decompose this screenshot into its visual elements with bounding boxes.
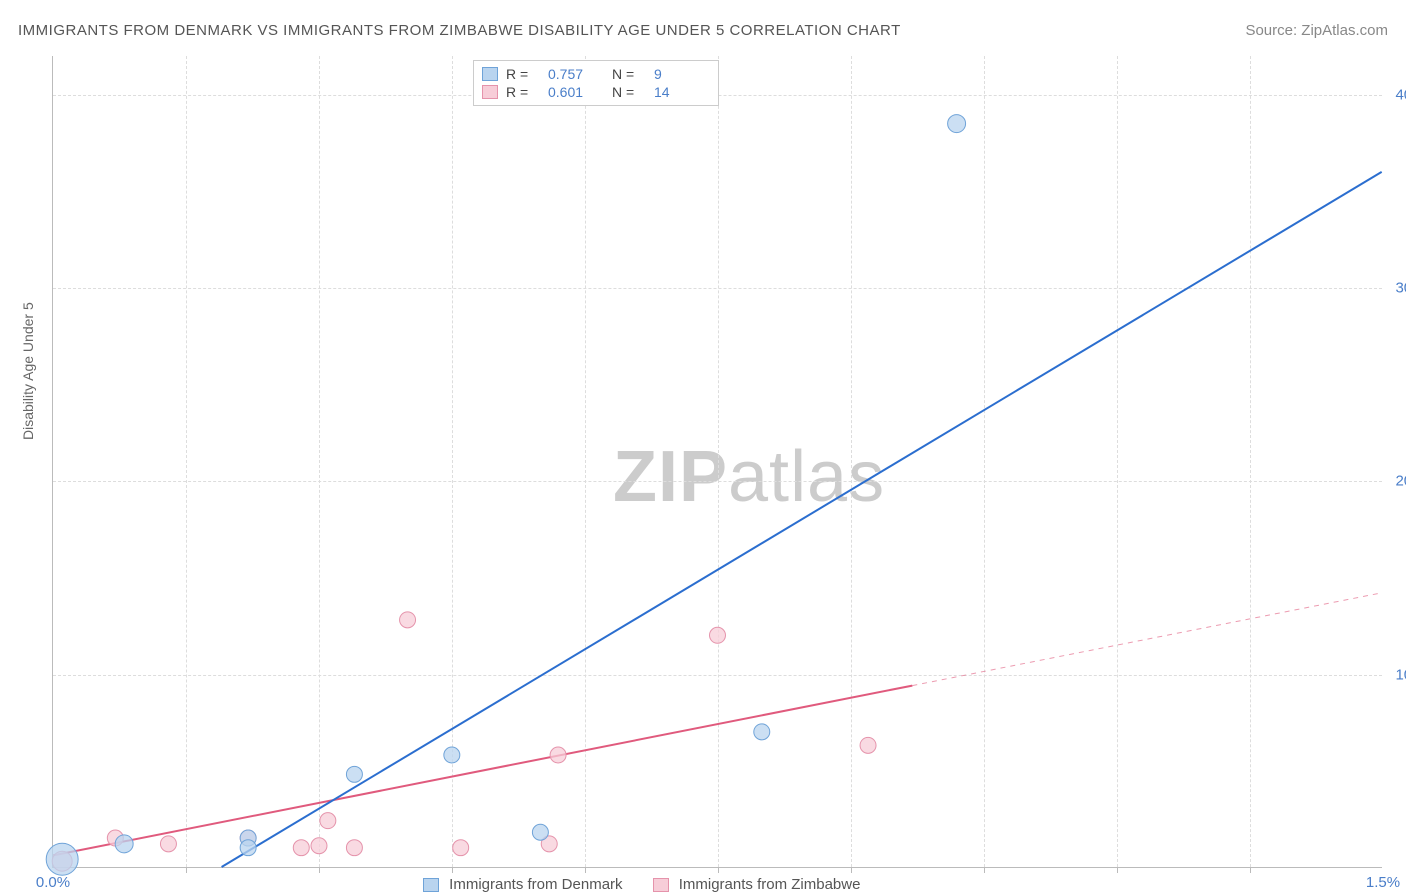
r-label: R = [506,84,540,100]
n-label: N = [612,84,646,100]
n-label: N = [612,66,646,82]
r-value-denmark: 0.757 [548,66,604,82]
swatch-denmark-icon [423,878,439,892]
swatch-denmark-icon [482,67,498,81]
legend-row-denmark: R = 0.757 N = 9 [482,65,710,83]
y-axis-label: Disability Age Under 5 [20,302,36,440]
swatch-zimbabwe-icon [653,878,669,892]
swatch-zimbabwe-icon [482,85,498,99]
chart-title: IMMIGRANTS FROM DENMARK VS IMMIGRANTS FR… [18,22,901,39]
plot-area: ZIPatlas 10.0%20.0%30.0%40.0%0.0%1.5% R … [52,56,1382,868]
watermark-atlas: atlas [728,437,885,517]
x-tick-label: 1.5% [1366,874,1400,891]
n-value-denmark: 9 [654,66,710,82]
watermark: ZIPatlas [613,436,885,518]
series-legend: Immigrants from Denmark Immigrants from … [423,876,860,893]
y-tick-label: 20.0% [1395,473,1406,490]
x-tick-label: 0.0% [36,874,70,891]
legend-item-zimbabwe: Immigrants from Zimbabwe [653,876,861,893]
source-label: Source: ZipAtlas.com [1245,22,1388,39]
legend-row-zimbabwe: R = 0.601 N = 14 [482,83,710,101]
legend-label-zimbabwe: Immigrants from Zimbabwe [679,876,861,893]
r-value-zimbabwe: 0.601 [548,84,604,100]
correlation-legend: R = 0.757 N = 9 R = 0.601 N = 14 [473,60,719,106]
y-tick-label: 40.0% [1395,86,1406,103]
legend-label-denmark: Immigrants from Denmark [449,876,622,893]
r-label: R = [506,66,540,82]
y-tick-label: 30.0% [1395,280,1406,297]
legend-item-denmark: Immigrants from Denmark [423,876,623,893]
n-value-zimbabwe: 14 [654,84,710,100]
watermark-zip: ZIP [613,437,728,517]
y-tick-label: 10.0% [1395,666,1406,683]
